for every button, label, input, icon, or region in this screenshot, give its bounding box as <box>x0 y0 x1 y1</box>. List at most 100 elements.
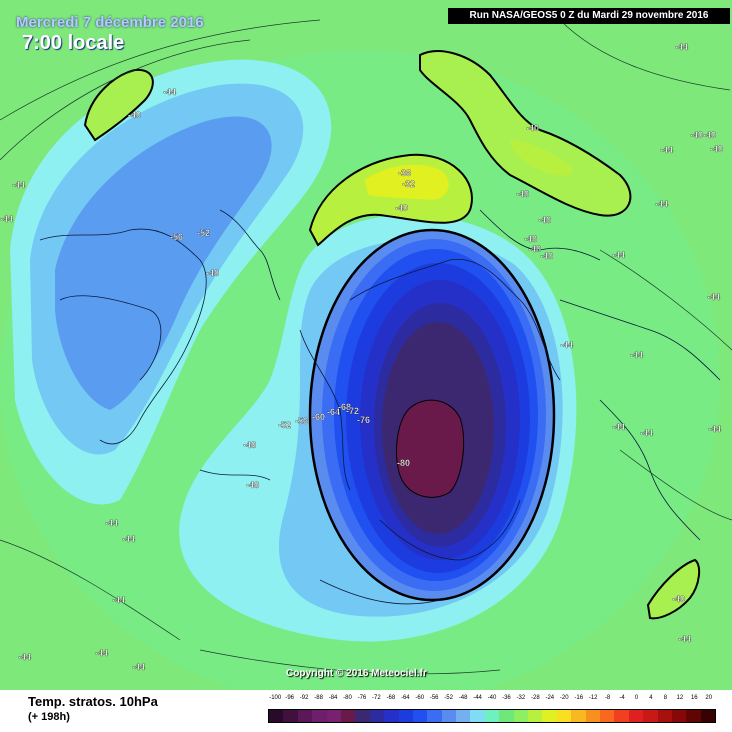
legend-label: -80 <box>343 695 352 701</box>
legend-label: -60 <box>415 695 425 701</box>
legend-label: -8 <box>604 695 611 701</box>
contour-label: -68 <box>338 402 351 412</box>
color-legend: -100 -96 -92 -88 -84 -80 -76 -72 -68 -64 -60 -56 -52… <box>268 695 716 729</box>
vortex-core <box>396 399 465 498</box>
contour-label: -44 <box>95 648 108 658</box>
contour-label: -64 <box>327 407 340 417</box>
legend-swatch <box>528 710 543 722</box>
contour-label: -40 <box>526 123 539 133</box>
legend-label: 4 <box>649 695 653 701</box>
legend-swatch <box>427 710 442 722</box>
legend-swatch <box>686 710 701 722</box>
contour-label: -44 <box>132 662 145 672</box>
contour-label: -48 <box>243 440 256 450</box>
legend-swatch <box>340 710 356 722</box>
contour-label: -44 <box>675 42 688 52</box>
legend-label: 0 <box>634 695 639 701</box>
legend-label: -12 <box>588 695 598 701</box>
warm-patch-pacific <box>83 68 154 142</box>
contour-label: -48 <box>538 215 551 225</box>
legend-label: 20 <box>705 695 713 701</box>
contour-label: -48 <box>206 268 219 278</box>
contour-label: -44 <box>707 292 720 302</box>
legend-swatches <box>268 709 716 723</box>
legend-label: -84 <box>328 695 338 701</box>
legend-swatch <box>614 710 629 722</box>
contour-label: -44 <box>112 595 125 605</box>
contour-label: -60 <box>312 412 325 422</box>
contour-label: -44 <box>612 250 625 260</box>
contour-label: -44 <box>105 518 118 528</box>
legend-swatch <box>456 710 471 722</box>
contour-label: -44 <box>708 424 721 434</box>
contour-label: -44 <box>640 428 653 438</box>
warm-patch-asia-inner <box>365 164 449 200</box>
legend-swatch <box>571 710 586 722</box>
contour-label: -44 <box>163 87 176 97</box>
warm-patch-east <box>646 558 701 620</box>
model-run-info: Run NASA/GEOS5 0 Z du Mardi 29 novembre … <box>448 8 730 24</box>
contour-label: -40 <box>703 130 716 140</box>
contour-label: -80 <box>397 458 410 468</box>
contour-label: -76 <box>357 415 370 425</box>
contour-label: -32 <box>402 179 415 189</box>
contour-label: -40 <box>690 130 703 140</box>
legend-swatch <box>312 710 327 722</box>
legend-swatch <box>556 710 572 722</box>
legend-label: -88 <box>314 695 323 701</box>
legend-label: 8 <box>663 695 668 701</box>
legend-swatch <box>643 710 658 722</box>
legend-label: -96 <box>285 695 295 701</box>
legend-swatch <box>441 710 457 722</box>
contour-labels: -44 -44 -44 -44 -44 -44 -44 -44 -44 -44 … <box>0 42 723 672</box>
forecast-time: 7:00 locale <box>22 32 125 54</box>
legend-swatch <box>542 710 557 722</box>
temperature-map: -44 -44 -44 -44 -44 -44 -44 -44 -44 -44 … <box>0 0 732 690</box>
copyright: Copyright © 2016 Meteociel.fr <box>286 668 427 679</box>
contour-label: -44 <box>630 350 643 360</box>
legend-label: -4 <box>619 695 625 701</box>
legend-swatch <box>513 710 529 722</box>
legend-label: -52 <box>444 695 453 701</box>
legend-label: -16 <box>574 695 584 701</box>
legend-swatch <box>671 710 687 722</box>
temp-band-blue-lobe <box>55 116 272 411</box>
legend-label: -36 <box>502 695 511 701</box>
contour-label: -48 <box>540 251 553 261</box>
vortex-outline <box>308 228 556 602</box>
legend-label: 12 <box>676 695 684 701</box>
contour-label: -44 <box>612 422 625 432</box>
lead-time: (+ 198h) <box>28 711 70 723</box>
legend-label: -24 <box>545 695 555 701</box>
contour-label: -56 <box>170 232 183 242</box>
legend-swatch <box>700 710 716 722</box>
contour-label: -48 <box>528 244 541 254</box>
legend-label: -64 <box>400 695 410 701</box>
legend-swatch <box>585 710 600 722</box>
legend-swatch <box>657 710 672 722</box>
contour-label: -72 <box>346 406 359 416</box>
contour-label: -48 <box>524 234 537 244</box>
legend-label: -92 <box>299 695 309 701</box>
legend-swatch <box>297 710 313 722</box>
legend-swatch <box>269 710 284 722</box>
contour-label: -40 <box>395 203 408 213</box>
contour-label: -40 <box>710 144 723 154</box>
contour-label: -44 <box>560 340 573 350</box>
legend-label: 16 <box>690 695 698 701</box>
contour-label: -44 <box>655 199 668 209</box>
contour-label: -44 <box>18 652 31 662</box>
legend-swatch <box>355 710 370 722</box>
legend-label: -44 <box>473 695 482 701</box>
legend-swatch <box>499 710 514 722</box>
footer-bar: Temp. stratos. 10hPa (+ 198h) -100 -96 -92… <box>0 690 732 732</box>
legend-label: -56 <box>429 695 439 701</box>
legend-label: -100 <box>269 695 282 701</box>
contour-label: -44 <box>12 180 25 190</box>
coastlines <box>39 209 721 605</box>
contour-label: -44 <box>0 214 13 224</box>
warm-patch-siberia <box>419 50 632 217</box>
legend-swatch <box>412 710 428 722</box>
forecast-date: Mercredi 7 décembre 2016 <box>16 14 204 31</box>
contour-label: -56 <box>295 416 308 426</box>
